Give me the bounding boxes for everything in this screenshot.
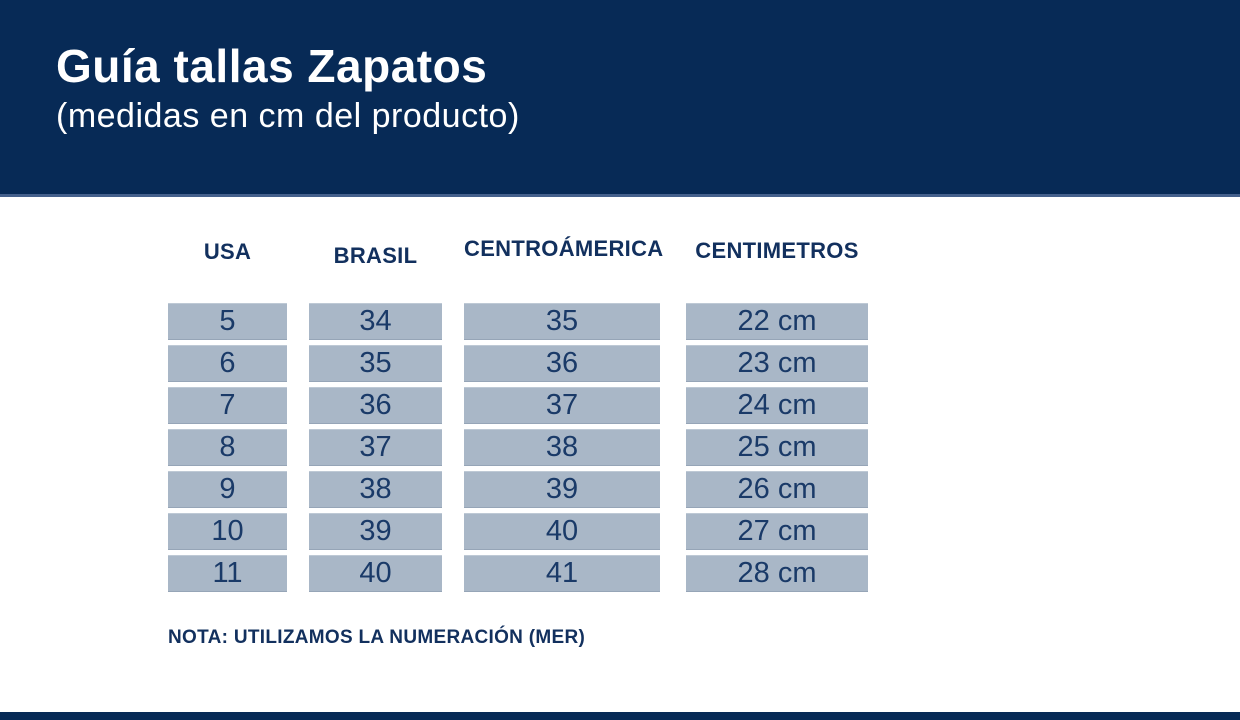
size-cell: 36 [309, 387, 442, 424]
column-centroamerica: CENTROÁMERICA 35 36 37 38 39 40 41 [464, 236, 664, 597]
page-subtitle: (medidas en cm del producto) [56, 97, 520, 136]
size-cell: 8 [168, 429, 287, 466]
column-brasil: BRASIL 34 35 36 37 38 39 40 [309, 236, 442, 597]
size-cell: 36 [464, 345, 660, 382]
page-title: Guía tallas Zapatos [56, 40, 488, 92]
size-cell: 5 [168, 303, 287, 340]
size-cell: 10 [168, 513, 287, 550]
column-usa: USA 5 6 7 8 9 10 11 [168, 236, 287, 597]
size-table: USA 5 6 7 8 9 10 11 BRASIL 34 35 36 37 3… [168, 236, 868, 597]
size-cell: 27 cm [686, 513, 868, 550]
size-cell: 7 [168, 387, 287, 424]
size-cell: 25 cm [686, 429, 868, 466]
column-header-centroamerica: CENTROÁMERICA [464, 236, 664, 261]
column-header-centimetros: CENTIMETROS [695, 238, 859, 263]
header-banner: Guía tallas Zapatos (medidas en cm del p… [0, 0, 1240, 197]
size-cell: 40 [464, 513, 660, 550]
size-cell: 35 [464, 303, 660, 340]
note-text: NOTA: UTILIZAMOS LA NUMERACIÓN (MER) [168, 627, 586, 648]
size-cell: 26 cm [686, 471, 868, 508]
size-cell: 38 [464, 429, 660, 466]
column-header-usa: USA [203, 239, 252, 264]
size-cell: 22 cm [686, 303, 868, 340]
size-cell: 39 [464, 471, 660, 508]
column-centimetros: CENTIMETROS 22 cm 23 cm 24 cm 25 cm 26 c… [686, 236, 868, 597]
size-cell: 9 [168, 471, 287, 508]
size-cell: 35 [309, 345, 442, 382]
size-cell: 23 cm [686, 345, 868, 382]
size-cell: 11 [168, 555, 287, 592]
size-cell: 40 [309, 555, 442, 592]
size-cell: 39 [309, 513, 442, 550]
size-cell: 37 [464, 387, 660, 424]
size-cell: 24 cm [686, 387, 868, 424]
size-cell: 38 [309, 471, 442, 508]
size-cell: 37 [309, 429, 442, 466]
footer-bar [0, 712, 1240, 720]
column-header-brasil: BRASIL [333, 243, 418, 268]
size-cell: 41 [464, 555, 660, 592]
size-cell: 34 [309, 303, 442, 340]
size-cell: 28 cm [686, 555, 868, 592]
size-cell: 6 [168, 345, 287, 382]
